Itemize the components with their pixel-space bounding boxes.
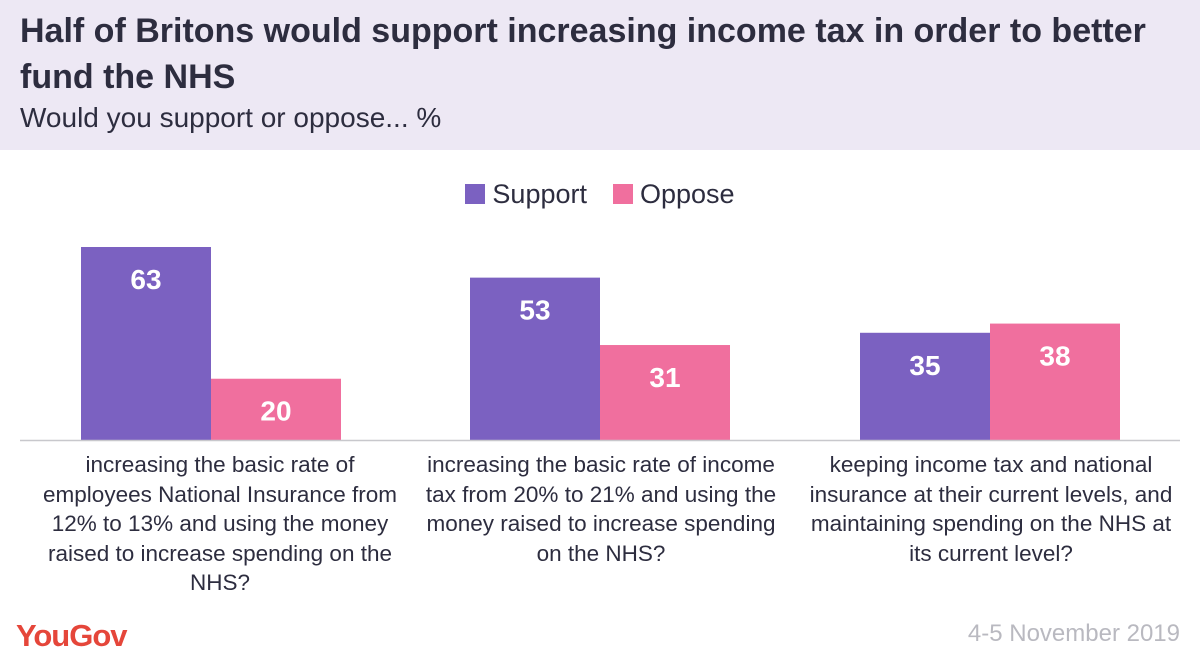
legend-item-support: Support: [465, 179, 587, 210]
bar-chart: 63 20 53 31 35 38: [20, 247, 1180, 442]
data-label-support-ni: 63: [130, 264, 161, 295]
data-label-oppose-ni: 20: [260, 396, 291, 427]
bar-support-current-levels: [860, 332, 990, 440]
data-label-oppose-income-tax: 31: [649, 362, 680, 393]
data-label-support-income-tax: 53: [519, 295, 550, 326]
category-label-current-levels: keeping income tax and national insuranc…: [809, 452, 1173, 566]
chart-subtitle: Would you support or oppose... %: [20, 102, 442, 133]
legend-label-oppose: Oppose: [640, 178, 735, 209]
legend-label-support: Support: [492, 178, 587, 209]
data-label-support-current-levels: 35: [909, 350, 940, 381]
chart-title: Half of Britons would support increasing…: [20, 12, 1146, 96]
category-label-ni: increasing the basic rate of employees N…: [43, 452, 397, 595]
legend-swatch-oppose: [613, 184, 633, 204]
legend-swatch-support: [465, 184, 486, 204]
header-band: Half of Britons would support increasing…: [0, 0, 1200, 150]
bar-oppose-ni: [211, 378, 341, 440]
bar-support-ni: [81, 247, 211, 440]
yougov-logo: YouGov: [16, 618, 128, 653]
data-label-oppose-current-levels: 38: [1039, 341, 1070, 372]
survey-date: 4-5 November 2019: [967, 620, 1180, 647]
legend-item-oppose: Oppose: [613, 179, 735, 210]
bar-support-income-tax: [470, 277, 600, 440]
bar-oppose-income-tax: [600, 345, 730, 440]
bar-oppose-current-levels: [990, 323, 1120, 440]
category-label-income-tax: increasing the basic rate of income tax …: [425, 452, 777, 566]
legend: Support Oppose: [0, 176, 1200, 212]
